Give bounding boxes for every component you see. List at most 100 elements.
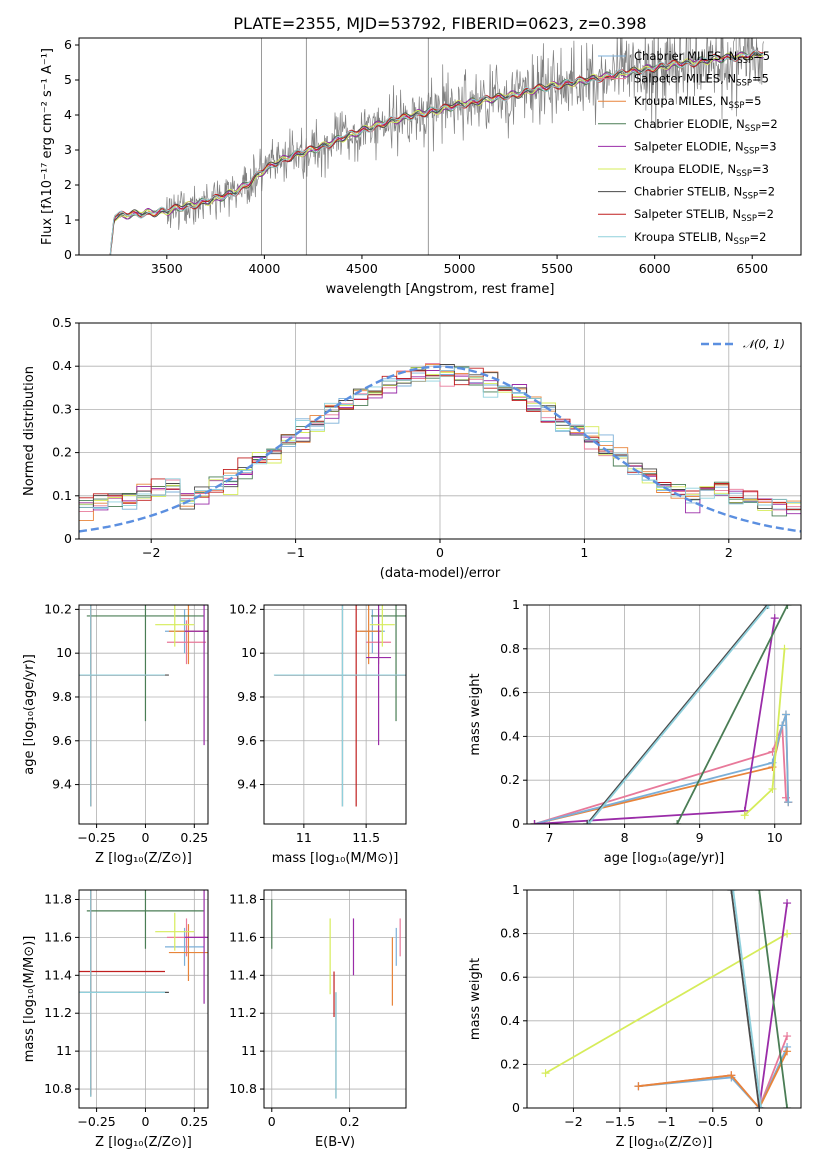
panel-age-Z: −0.25 0 0.25 9.4 9.6 9.8 10 10.2 Z [log₁₀(Z/Z⊙)]…: [22, 601, 209, 866]
plot-area: [79, 605, 208, 807]
x-tick-label: 8: [621, 830, 629, 845]
y-tick-label: 0.5: [52, 315, 72, 330]
y-tick-label: 11.2: [44, 1005, 72, 1020]
x-tick-label: 4000: [248, 261, 280, 276]
weight-line: [586, 605, 768, 824]
legend-label: 𝒩(0, 1): [743, 337, 785, 351]
x-tick-label: −1: [657, 1114, 675, 1129]
weight-point: [755, 1104, 764, 1108]
y-tick-label: 3: [64, 142, 72, 157]
axes-frame: [78, 322, 802, 540]
y-tick-label: 0: [64, 531, 72, 546]
weight-point: [783, 605, 792, 609]
weight-point: [673, 820, 682, 824]
axes-frame: [526, 889, 802, 1109]
x-tick-label: −2: [142, 545, 160, 560]
y-tick-label: 11.6: [229, 929, 257, 944]
x-tick-label: 11.5: [352, 830, 380, 845]
legend-label: Chabrier MILES, NSSP=5: [634, 49, 770, 66]
y-tick-label: 11.8: [229, 891, 257, 906]
x-tick-label: 5000: [444, 261, 476, 276]
y-tick-label: 9.8: [52, 689, 72, 704]
x-tick-label: 0: [141, 830, 149, 845]
legend-label: Chabrier STELIB, NSSP=2: [634, 185, 775, 202]
y-tick-label: 0: [512, 1100, 520, 1115]
panel-spectrum: 3500 4000 4500 5000 5500 6000 6500 0 1 2 3 4 5 6 wavel…: [40, 37, 802, 297]
figure-title: PLATE=2355, MJD=53792, FIBERID=0623, z=0…: [233, 14, 646, 33]
x-axis-label: (data-model)/error: [380, 566, 501, 581]
axes-frame: [78, 604, 209, 825]
weight-point: [778, 721, 787, 730]
weight-point: [755, 890, 764, 894]
y-tick-label: 0.6: [500, 685, 520, 700]
x-tick-label: 0: [141, 1114, 149, 1129]
y-tick-label: 1: [512, 882, 520, 897]
x-tick-label: 0.25: [180, 1114, 208, 1129]
y-tick-label: 0: [64, 247, 72, 262]
weight-point: [634, 1082, 643, 1091]
weight-point: [729, 890, 738, 894]
weight-line: [534, 714, 790, 824]
y-axis-label: mass weight: [468, 673, 483, 755]
weight-point: [783, 929, 792, 938]
weight-point: [783, 1047, 792, 1056]
axes-frame: [78, 37, 802, 256]
y-tick-label: 0.2: [52, 445, 72, 460]
panel-age-mass: 11 11.5 9.4 9.6 9.8 10 10.2 mass [log₁₀(M/M⊙)]: [229, 601, 407, 866]
y-tick-label: 9.6: [52, 733, 72, 748]
y-tick-label: 0.8: [500, 926, 520, 941]
legend-label: Salpeter ELODIE, NSSP=3: [634, 139, 777, 156]
y-axis-label: mass [log₁₀(M/M⊙)]: [22, 936, 37, 1063]
x-axis-label: Z [log₁₀(Z/Z⊙)]: [95, 851, 192, 866]
panel-weight-Z: −2 −1.5 −1 −0.5 0 0 0.2 0.4 0.6 0.8 1 Z [log₁₀(Z/Z⊙…: [468, 882, 802, 1150]
y-tick-label: 5: [64, 72, 72, 87]
weight-point: [781, 710, 790, 719]
panel-residuals: −2 −1 0 1 2 0 0.1 0.2 0.3 0.4 0.5 (data-model)/erro…: [22, 315, 802, 581]
x-tick-label: 0: [268, 1114, 276, 1129]
y-tick-label: 0.4: [500, 1013, 520, 1028]
weight-line: [638, 1050, 788, 1108]
y-tick-label: 0.3: [52, 401, 72, 416]
x-axis-label: Z [log₁₀(Z/Z⊙)]: [616, 1135, 713, 1150]
panel-mass-ebv: 0 0.2 10.8 11 11.2 11.4 11.6 11.8 E(B-V): [229, 889, 407, 1150]
weight-line: [758, 890, 788, 1108]
weight-line: [587, 605, 770, 824]
x-tick-label: 0.2: [340, 1114, 360, 1129]
y-tick-label: 9.6: [237, 733, 257, 748]
x-axis-label: Z [log₁₀(Z/Z⊙)]: [95, 1135, 192, 1150]
x-tick-label: 6500: [736, 261, 768, 276]
weight-point: [784, 798, 793, 807]
y-tick-label: 9.4: [52, 777, 72, 792]
y-tick-label: 6: [64, 37, 72, 52]
y-axis-label: mass weight: [468, 958, 483, 1040]
weight-line: [730, 890, 761, 1108]
weight-point: [768, 784, 777, 793]
y-tick-label: 10: [56, 645, 72, 660]
x-axis-label: wavelength [Angstrom, rest frame]: [326, 282, 555, 297]
data-spectrum-line: [110, 38, 764, 255]
x-tick-label: −2: [564, 1114, 582, 1129]
weight-line: [732, 890, 762, 1108]
legend-label: Salpeter STELIB, NSSP=2: [634, 207, 774, 224]
x-tick-label: 7: [546, 830, 554, 845]
y-axis-label: Flux [fλ10⁻¹⁷ erg cm⁻² s⁻¹ A⁻¹]: [40, 48, 55, 245]
weight-line: [545, 932, 788, 1074]
y-tick-label: 11.6: [44, 929, 72, 944]
plot-area: [271, 899, 401, 1099]
weight-point: [727, 890, 736, 894]
y-tick-label: 11.4: [229, 967, 257, 982]
y-tick-label: 0.1: [52, 488, 72, 503]
weight-point: [783, 899, 792, 908]
axes-frame: [78, 889, 209, 1109]
y-axis-label: age [log₁₀(age/yr)]: [22, 654, 37, 775]
y-tick-label: 10.2: [44, 601, 72, 616]
plot-area: [79, 362, 801, 533]
weight-point: [530, 820, 539, 824]
x-tick-label: 0: [755, 1114, 763, 1129]
normal-curve: [79, 365, 801, 533]
weight-point: [783, 1032, 792, 1041]
y-axis-label: Normed distribution: [22, 366, 37, 496]
x-axis-label: age [log₁₀(age/yr)]: [604, 851, 725, 866]
y-tick-label: 10: [241, 645, 257, 660]
x-axis-label: mass [log₁₀(M/M⊙)]: [272, 851, 399, 866]
